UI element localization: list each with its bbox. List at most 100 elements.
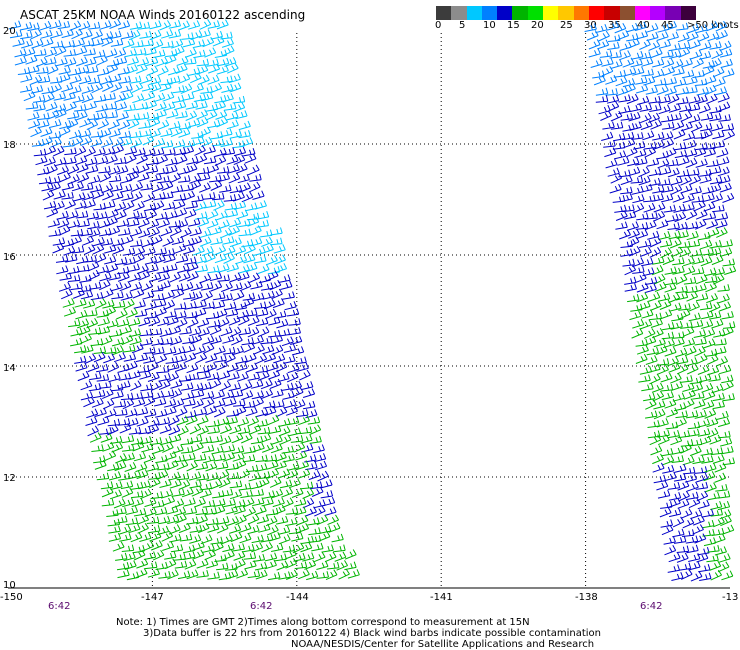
wind-barb: [286, 416, 300, 426]
wind-barb: [636, 292, 649, 303]
wind-barb: [202, 36, 215, 48]
wind-barb: [288, 427, 301, 437]
wind-barb: [108, 174, 122, 183]
wind-barb: [644, 220, 657, 231]
wind-barb: [675, 410, 688, 419]
wind-barb: [80, 333, 92, 344]
wind-barb: [634, 21, 647, 32]
wind-barb: [123, 552, 136, 562]
wind-barb: [184, 559, 197, 570]
wind-barb: [36, 66, 49, 74]
wind-barb: [256, 317, 269, 327]
wind-barb: [156, 154, 169, 165]
wind-barb: [682, 202, 695, 212]
wind-barb: [672, 120, 685, 131]
wind-barb: [707, 491, 720, 501]
lat-label: 16: [3, 252, 16, 263]
wind-barb: [115, 453, 127, 464]
wind-barb: [85, 157, 98, 166]
wind-barb: [121, 30, 134, 40]
wind-barb: [235, 110, 248, 120]
wind-barb: [684, 345, 697, 357]
wind-barb: [126, 307, 138, 319]
wind-barb: [697, 364, 710, 375]
wind-barb: [47, 218, 60, 228]
wind-barb: [77, 318, 90, 329]
colorbar-label: 15: [507, 20, 520, 31]
wind-barb: [184, 352, 197, 363]
wind-barb: [660, 247, 672, 259]
wind-barb: [189, 173, 202, 184]
wind-barb: [682, 131, 696, 141]
wind-barb: [90, 338, 104, 347]
wind-barb: [616, 86, 629, 97]
wind-barb: [9, 29, 23, 39]
wind-barb: [128, 370, 141, 380]
wind-barb: [653, 273, 666, 285]
wind-barb: [717, 293, 730, 304]
wind-barb: [645, 355, 658, 365]
wind-barb: [168, 425, 181, 436]
wind-barb: [644, 276, 658, 285]
wind-barb: [118, 227, 131, 236]
wind-barb: [140, 488, 152, 500]
wind-barb: [294, 561, 308, 570]
wind-barb: [75, 210, 89, 219]
wind-barb: [85, 416, 98, 426]
wind-barb: [662, 322, 675, 331]
wind-barb: [628, 38, 640, 49]
wind-barb: [40, 127, 53, 137]
wind-barb: [227, 164, 240, 174]
wind-barb: [217, 416, 230, 427]
wind-barb: [149, 272, 162, 282]
wind-barb: [124, 146, 138, 156]
wind-barb: [164, 450, 177, 461]
wind-barb: [205, 559, 219, 569]
pass-time: 6:42: [48, 601, 71, 612]
wind-barb: [273, 504, 286, 516]
wind-barb: [239, 182, 251, 193]
wind-barb: [107, 462, 120, 472]
wind-barb: [224, 301, 237, 311]
wind-barb: [230, 282, 243, 292]
wind-barb: [244, 506, 257, 518]
wind-barb: [80, 228, 93, 237]
wind-barb: [216, 562, 229, 571]
wind-barb: [156, 469, 169, 480]
wind-barb: [718, 553, 731, 563]
wind-barb: [90, 130, 104, 138]
wind-barb: [296, 460, 310, 470]
wind-barb: [338, 568, 350, 580]
wind-barb: [652, 256, 665, 265]
wind-barb: [269, 378, 282, 389]
wind-barb: [96, 472, 110, 481]
wind-barb: [184, 57, 197, 65]
wind-barb: [717, 417, 731, 428]
wind-barb: [112, 300, 126, 309]
wind-barb: [158, 280, 171, 290]
wind-barb: [202, 499, 216, 508]
wind-barb: [139, 128, 152, 138]
wind-barb: [227, 516, 239, 526]
wind-barb: [179, 326, 192, 335]
wind-barb: [266, 460, 279, 470]
wind-barb: [232, 543, 245, 552]
wind-barb: [698, 564, 711, 573]
wind-barb: [722, 68, 735, 78]
wind-barb: [172, 85, 185, 94]
wind-barb: [652, 68, 665, 79]
wind-barb: [118, 119, 131, 131]
wind-barb: [705, 275, 718, 284]
wind-barb: [120, 174, 133, 184]
wind-barb: [223, 498, 236, 508]
wind-barb: [125, 517, 139, 526]
wind-barb: [222, 236, 235, 245]
wind-barb: [668, 492, 682, 501]
wind-barb: [706, 554, 719, 563]
wind-barb: [662, 138, 675, 149]
wind-barb: [679, 247, 692, 258]
wind-barb: [149, 82, 162, 93]
wind-barb: [595, 95, 609, 103]
wind-barb: [231, 334, 243, 346]
wind-barb: [648, 363, 661, 373]
